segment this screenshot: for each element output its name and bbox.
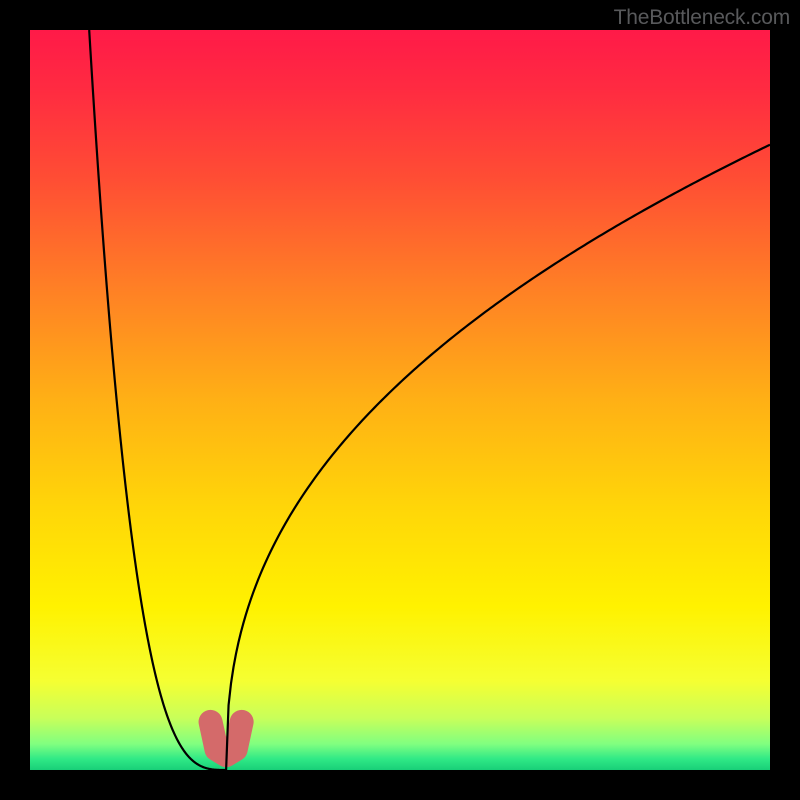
bottleneck-curve-chart [0,0,800,800]
chart-container: TheBottleneck.com [0,0,800,800]
watermark-text: TheBottleneck.com [614,6,790,30]
plot-background [30,30,770,770]
